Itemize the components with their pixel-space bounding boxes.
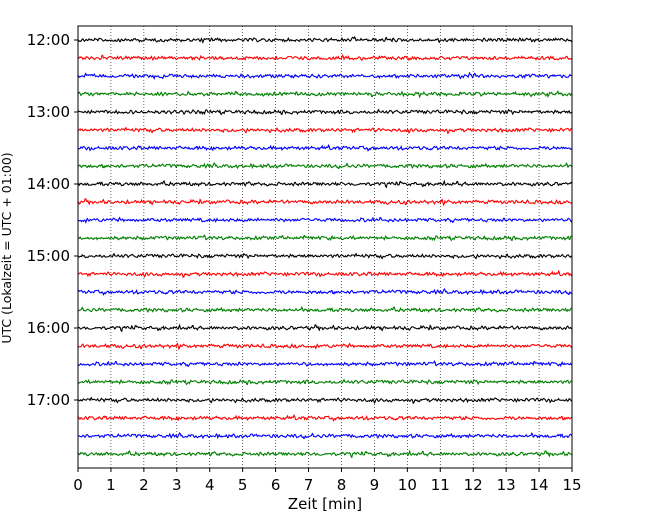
y-tick-label: 13:00 <box>27 103 70 121</box>
x-tick-label: 4 <box>205 476 215 494</box>
trace-line <box>77 216 573 224</box>
x-tick-label: 5 <box>238 476 248 494</box>
trace-line <box>77 396 573 405</box>
x-tick-label: 13 <box>497 476 516 494</box>
trace-line <box>77 306 573 314</box>
y-tick-label: 17:00 <box>27 391 70 409</box>
seismic-traces <box>77 35 573 459</box>
plot-area-background <box>78 26 572 468</box>
trace-line <box>77 126 573 135</box>
x-tick-label: 6 <box>271 476 281 494</box>
x-tick-label: 1 <box>106 476 116 494</box>
trace-line <box>77 359 573 368</box>
trace-line <box>77 287 573 296</box>
x-tick-label: 15 <box>562 476 581 494</box>
trace-line <box>77 143 573 152</box>
trace-line <box>77 198 573 207</box>
plot-frame <box>77 25 573 469</box>
y-tick-label: 15:00 <box>27 247 70 265</box>
y-axis-ticks: 12:00 13:00 14:00 15:00 16:00 17:00 <box>27 31 78 409</box>
trace-line <box>77 449 573 459</box>
trace-line <box>77 233 573 242</box>
x-axis-label: Zeit [min] <box>288 495 362 513</box>
y-axis-label: UTC (Lokalzeit = UTC + 01:00) <box>0 152 14 343</box>
x-tick-label: 3 <box>172 476 182 494</box>
trace-line <box>77 35 573 44</box>
x-tick-label: 14 <box>530 476 549 494</box>
trace-line <box>77 342 573 351</box>
trace-line <box>77 413 573 422</box>
trace-line <box>77 323 573 333</box>
trace-line <box>77 252 573 260</box>
x-tick-label: 7 <box>304 476 314 494</box>
trace-line <box>77 431 573 440</box>
y-tick-label: 16:00 <box>27 319 70 337</box>
y-tick-label: 12:00 <box>27 31 70 49</box>
x-tick-label: 8 <box>337 476 347 494</box>
trace-line <box>77 161 573 170</box>
trace-line <box>77 179 573 189</box>
trace-line <box>77 378 573 386</box>
trace-line <box>77 53 573 62</box>
x-tick-label: 2 <box>139 476 149 494</box>
trace-line <box>77 269 573 279</box>
y-tick-label: 14:00 <box>27 175 70 193</box>
x-tick-label: 0 <box>73 476 83 494</box>
trace-line <box>77 71 573 81</box>
x-tick-label: 10 <box>398 476 417 494</box>
trace-line <box>77 89 573 99</box>
x-tick-label: 12 <box>464 476 483 494</box>
x-axis-ticks: 0 1 2 3 4 5 6 7 8 9 10 11 12 13 14 15 <box>73 468 582 494</box>
x-tick-label: 11 <box>431 476 450 494</box>
x-tick-label: 9 <box>370 476 380 494</box>
trace-line <box>77 108 573 116</box>
